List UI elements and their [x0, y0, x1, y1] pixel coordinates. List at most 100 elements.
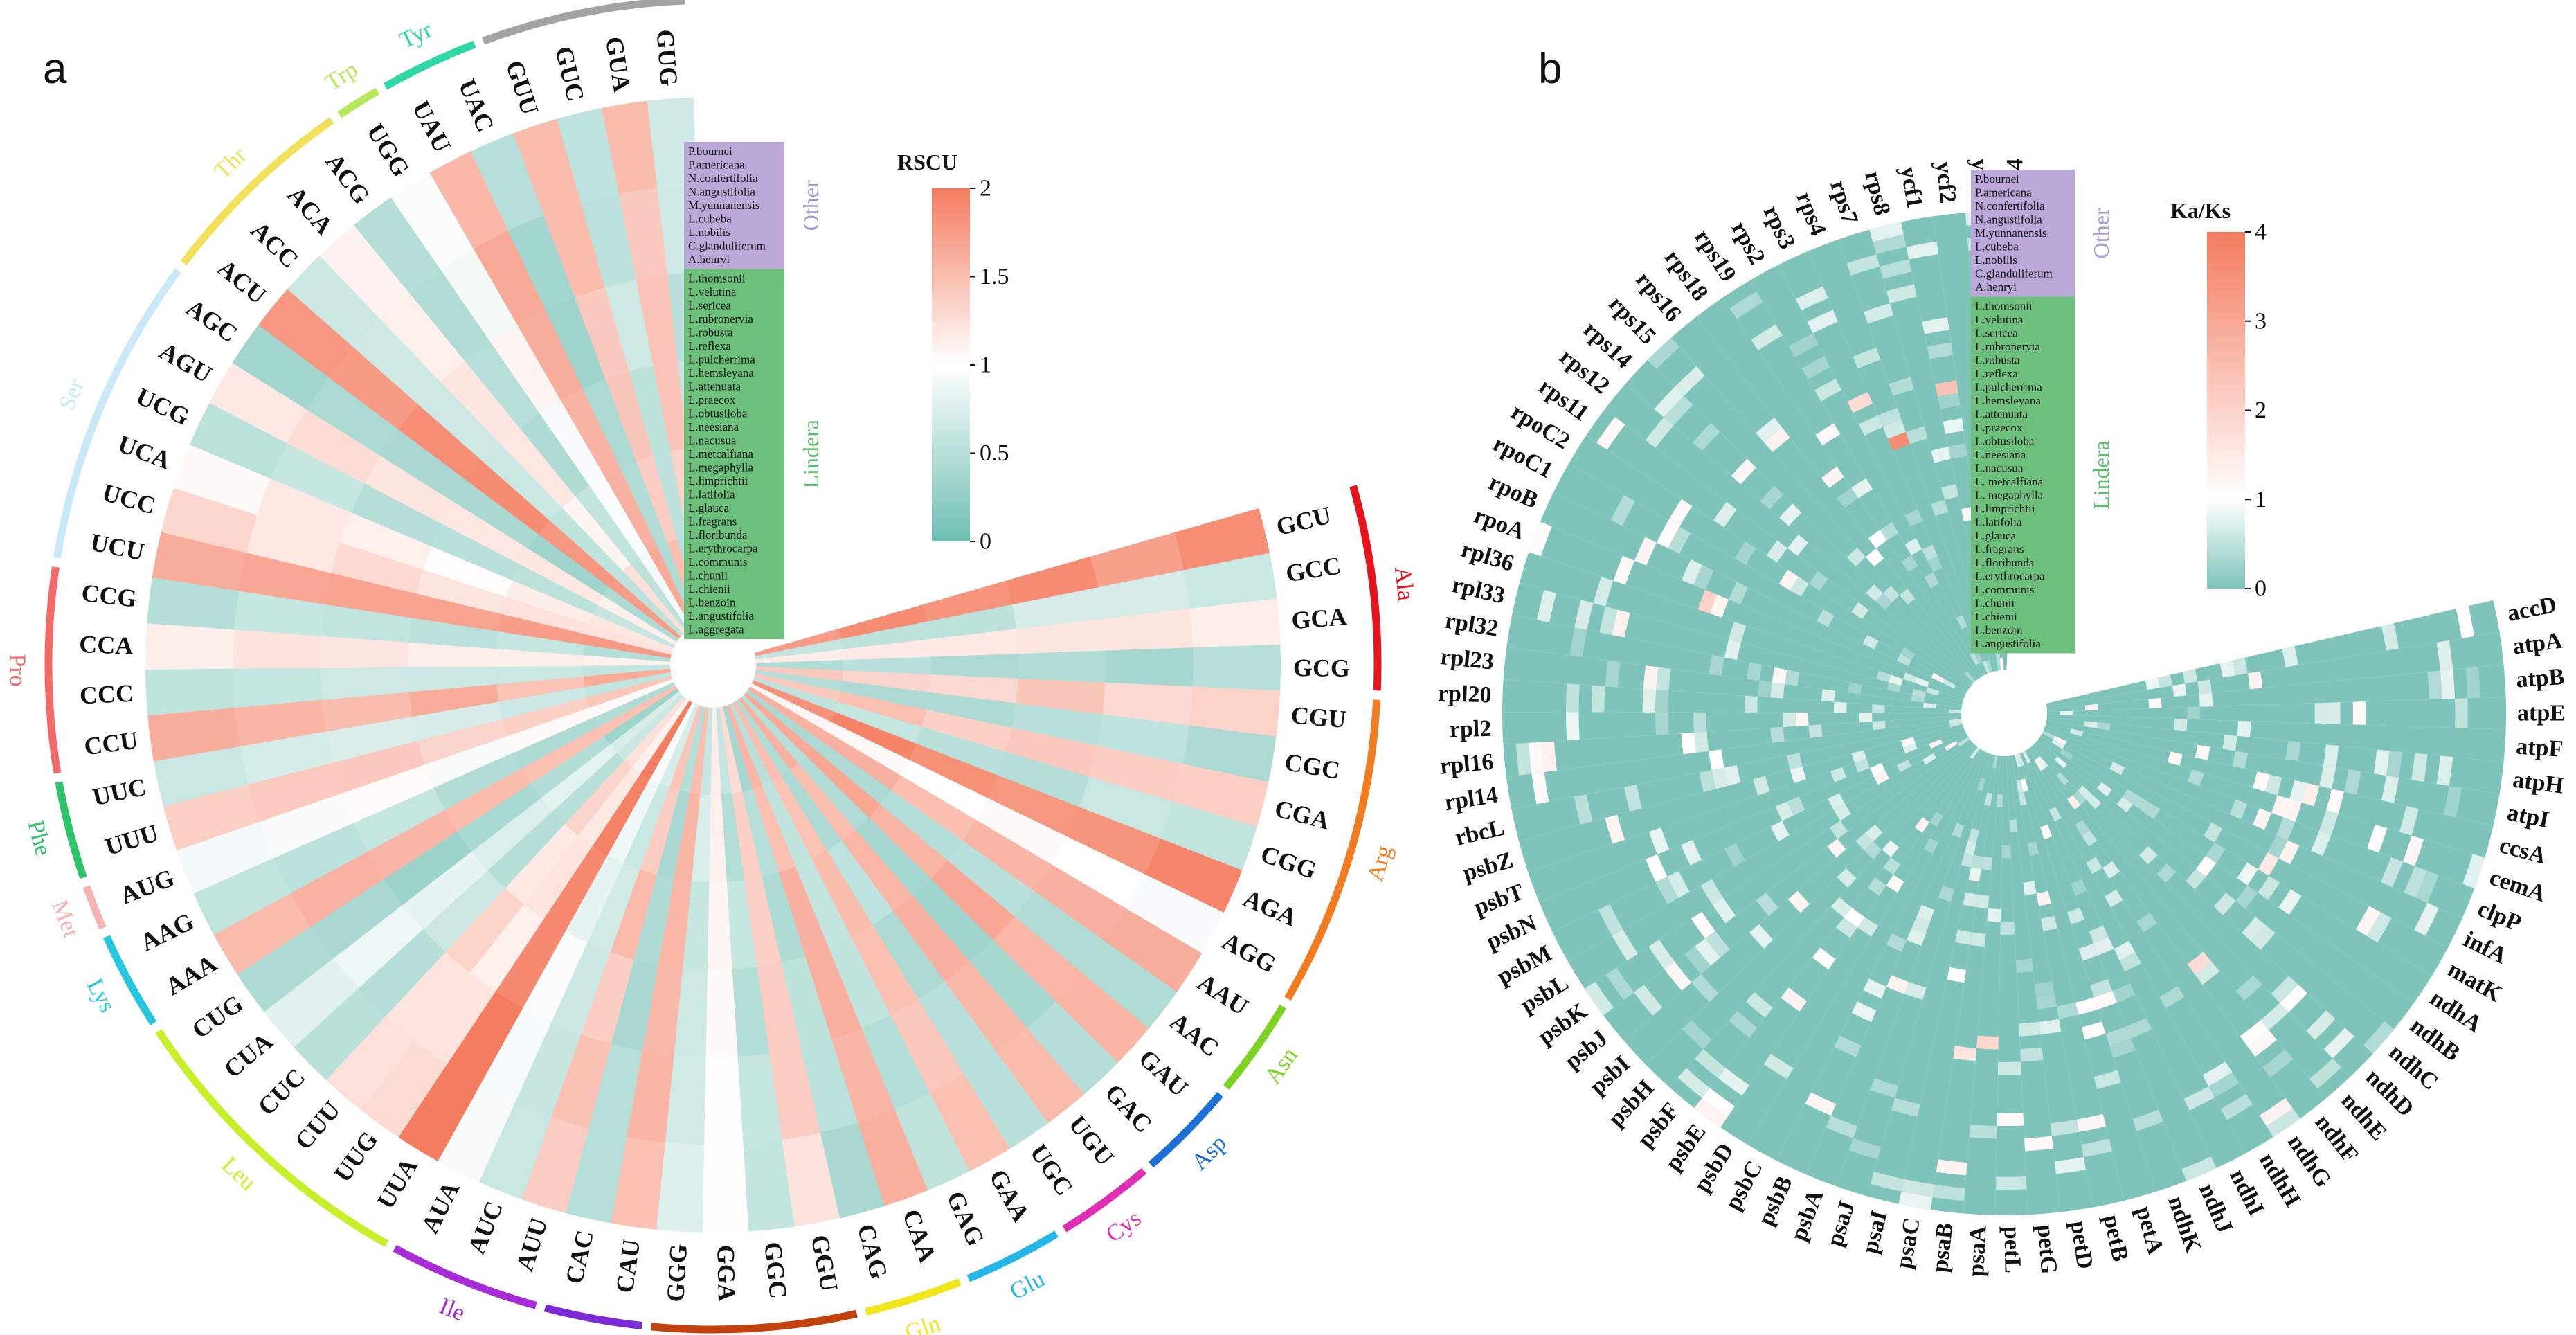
codon-label-AAU: AAU [1193, 968, 1253, 1021]
codon-label-UAC: UAC [453, 75, 499, 136]
legend-gradient-bar [2207, 232, 2245, 589]
species-other-1: P.americana [1975, 186, 2032, 199]
panel-a-letter: a [43, 45, 67, 93]
codon-sector-AAG [189, 681, 676, 937]
panel-a-rscu-heatmap: GCUGCCGCAGCGCGUCGCCGACGGAGAAGGAAUAACGAUG… [4, 0, 1418, 1335]
amino-acid-arc-Val [482, 0, 686, 45]
codon-sector-UUA [396, 700, 693, 1165]
kaks-legend-title: Ka/Ks [2170, 198, 2231, 223]
amino-acid-label-Cys: Cys [1101, 1206, 1146, 1248]
codon-sector-CGC [755, 670, 1281, 783]
codon-label-AUC: AUC [462, 1197, 508, 1257]
amino-acid-arc-His [543, 1304, 642, 1329]
other-group-box [1971, 170, 2075, 297]
species-other-1: P.americana [688, 159, 745, 172]
gene-sector-psbE [1694, 746, 1980, 1127]
gene-sector-cemA [2044, 725, 2485, 889]
codon-label-AAA: AAA [161, 949, 221, 1001]
gene-sector-psbL [1567, 734, 1969, 989]
gene-sector-atpH [2046, 717, 2504, 794]
codon-sector-AUC [477, 704, 699, 1203]
species-lindera-15: L.limprichtii [1975, 502, 2035, 515]
codon-sector-AGC [228, 322, 679, 643]
species-legend-b: P.bourneiP.americanaN.confertifoliaN.ang… [1971, 170, 2114, 654]
gene-sector-psbZ [1518, 724, 1964, 872]
gene-sector-atpB [2046, 664, 2506, 712]
gene-sector-atpF [2046, 715, 2506, 762]
codon-label-GAC: GAC [1100, 1079, 1158, 1138]
codon-label-AGA: AGA [1239, 884, 1301, 932]
codon-sector-GCG [755, 644, 1285, 691]
gene-sector-psbN [1539, 729, 1966, 933]
legend-tick-1.5: 1.5 [980, 264, 1009, 289]
species-other-7: C.glanduliferum [688, 240, 766, 253]
legend-tick-2: 2 [2255, 397, 2267, 423]
species-lindera-8: L.attenuata [1975, 408, 2028, 421]
amino-acid-label-Asp: Asp [1187, 1130, 1232, 1175]
amino-acid-arc-Ile [393, 1244, 537, 1309]
gene-label-rpl23: rpl23 [1439, 644, 1495, 675]
codon-sector-GAC [741, 695, 1121, 1098]
species-lindera-12: L.nacusua [688, 434, 737, 447]
codon-sector-GCA [755, 598, 1285, 664]
codon-sector-UGU [738, 697, 1087, 1127]
amino-acid-arc-Pro [44, 566, 62, 774]
gene-label-rpl36: rpl36 [1458, 537, 1517, 577]
codon-label-GGA: GGA [712, 1244, 741, 1302]
gene-label-atpI: atpI [2505, 800, 2550, 833]
gene-sector-psbD [1720, 749, 1983, 1145]
gene-sector-rpl33 [1512, 583, 1963, 705]
species-other-3: N.angustifolia [688, 186, 755, 199]
legend-tick-0: 0 [980, 529, 991, 555]
codon-label-CAG: CAG [852, 1221, 894, 1282]
gene-label-rps4: rps4 [1791, 188, 1831, 239]
species-lindera-25: L.angustifolia [1975, 637, 2041, 650]
codon-label-UCC: UCC [99, 478, 159, 520]
legend-tick-1: 1 [980, 352, 991, 378]
codon-label-GAU: GAU [1133, 1044, 1193, 1102]
gene-label-petB: petB [2098, 1212, 2133, 1264]
amino-acid-arc-Leu [155, 1029, 389, 1248]
gene-sector-rps2 [1749, 265, 1985, 677]
amino-acid-label-Trp: Trp [321, 57, 362, 96]
codon-label-CGU: CGU [1290, 701, 1347, 733]
codon-label-UAU: UAU [407, 96, 457, 157]
gene-label-rpoA: rpoA [1470, 503, 1529, 545]
gene-sector-rps14 [1625, 359, 1974, 686]
gene-sector-rps7 [1838, 229, 1993, 673]
species-lindera-4: L.robusta [688, 326, 733, 339]
codon-label-AAG: AAG [136, 907, 198, 956]
gene-sector-psaJ [1836, 753, 1993, 1197]
codon-label-CUU: CUU [289, 1096, 345, 1155]
species-lindera-0: L.thomsonii [688, 272, 746, 285]
amino-acid-label-Ala: Ala [1389, 565, 1418, 602]
gene-sector-ndhB [2037, 737, 2414, 1030]
gene-sector-psaC [1898, 755, 1998, 1210]
legend-tick-2: 2 [980, 176, 991, 201]
codon-sector-GCC [755, 552, 1281, 661]
panel-b-letter: b [1538, 45, 1562, 93]
gene-sector-petD [2008, 755, 2093, 1212]
codon-label-UGC: UGC [1025, 1139, 1079, 1201]
codon-sector-UCC [156, 486, 673, 655]
codon-sector-AGU [206, 360, 677, 645]
legend-tick-1: 1 [2255, 487, 2267, 512]
species-other-4: M.yunnanensis [1975, 226, 2046, 240]
gene-sector-ndhA [2039, 735, 2432, 1003]
gene-sector-psbM [1552, 732, 1967, 961]
codon-sector-CAG [722, 705, 885, 1223]
gene-sector-rps3 [1778, 251, 1988, 675]
codon-sector-CUG [233, 688, 680, 1015]
gene-sector-ndhD [2033, 742, 2373, 1077]
species-lindera-24: L.benzoin [1975, 624, 2023, 637]
species-lindera-6: L.pulcherrima [1975, 381, 2042, 394]
codon-label-UCA: UCA [114, 430, 174, 475]
species-lindera-14: L. megaphylla [1975, 489, 2044, 502]
gene-sector-psbF [1669, 745, 1978, 1109]
codon-label-GCC: GCC [1284, 551, 1342, 587]
codon-label-ACA: ACA [282, 181, 339, 240]
gene-sector-rps8 [1869, 222, 1996, 672]
codon-sector-GAG [729, 702, 972, 1194]
legend-tick-3: 3 [2255, 308, 2267, 334]
codon-sector-ACC [284, 252, 684, 637]
